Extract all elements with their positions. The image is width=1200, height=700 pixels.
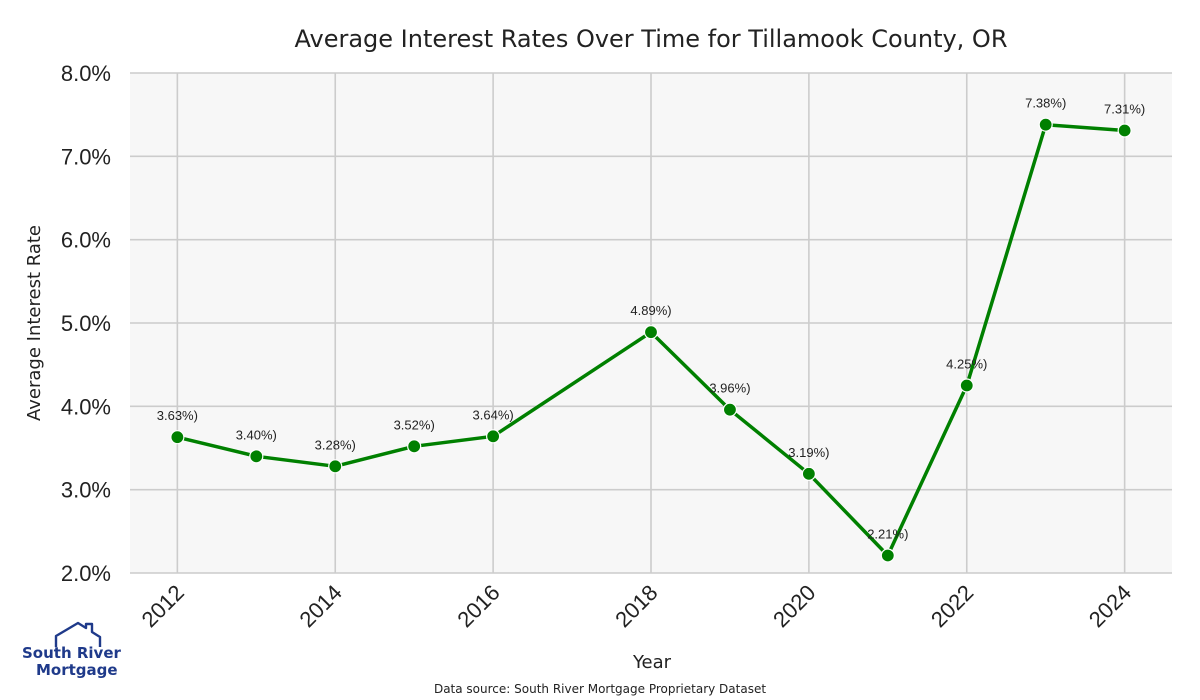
data-label: 4.25%) <box>946 357 987 372</box>
x-axis-ticks: 2012 2014 2016 2018 2020 2022 2024 <box>137 580 1137 632</box>
x-axis-label: Year <box>632 652 672 673</box>
logo-text-line1: South River <box>22 644 122 662</box>
x-tick-label: 2014 <box>294 580 346 632</box>
x-tick-label: 2022 <box>926 580 978 632</box>
x-tick-label: 2020 <box>768 580 820 632</box>
y-tick-label: 7.0% <box>61 144 111 169</box>
house-icon <box>54 621 102 647</box>
chart-title: Average Interest Rates Over Time for Til… <box>294 25 1007 53</box>
data-point <box>407 439 422 454</box>
data-label: 3.96%) <box>709 381 750 396</box>
y-axis-label: Average Interest Rate <box>24 225 45 421</box>
data-point <box>1117 123 1132 138</box>
data-point <box>959 378 974 393</box>
logo-text-line2: Mortgage <box>36 661 118 679</box>
y-tick-label: 5.0% <box>61 311 111 336</box>
series-line <box>176 122 1125 558</box>
data-label: 3.63%) <box>157 408 198 423</box>
data-point <box>1038 117 1053 132</box>
data-point <box>486 429 501 444</box>
data-point <box>249 449 264 464</box>
data-label: 2.21%) <box>867 527 908 542</box>
data-label: 7.38%) <box>1025 96 1066 111</box>
x-tick-label: 2012 <box>137 580 189 632</box>
x-tick-label: 2016 <box>452 580 504 632</box>
data-point <box>170 430 185 445</box>
series-average-rate: 3.63%) 3.40%) 3.28%) 3.52%) 3.64%) 4.89%) 3.96… <box>157 96 1145 563</box>
x-tick-label: 2024 <box>1084 580 1136 632</box>
data-point <box>880 548 895 563</box>
data-source-note: Data source: South River Mortgage Propri… <box>434 682 766 696</box>
data-label: 3.28%) <box>315 437 356 452</box>
data-label: 7.31%) <box>1104 102 1145 117</box>
y-tick-label: 8.0% <box>61 61 111 86</box>
data-point <box>328 459 343 474</box>
company-logo: South River Mortgage <box>22 621 122 679</box>
y-axis-ticks: 2.0% 3.0% 4.0% 5.0% 6.0% 7.0% 8.0% <box>61 61 111 586</box>
y-tick-label: 4.0% <box>61 394 111 419</box>
data-label: 3.19%) <box>788 445 829 460</box>
data-point <box>643 325 659 340</box>
data-label: 3.40%) <box>236 427 277 442</box>
data-label: 4.89%) <box>630 303 671 318</box>
x-tick-label: 2018 <box>610 580 662 632</box>
y-tick-label: 3.0% <box>61 478 111 503</box>
grid <box>130 72 1172 574</box>
y-tick-label: 2.0% <box>61 561 111 586</box>
data-label: 3.64%) <box>473 407 514 422</box>
data-label: 3.52%) <box>394 417 435 432</box>
data-point <box>722 402 738 417</box>
y-tick-label: 6.0% <box>61 228 111 253</box>
data-point <box>801 466 816 481</box>
